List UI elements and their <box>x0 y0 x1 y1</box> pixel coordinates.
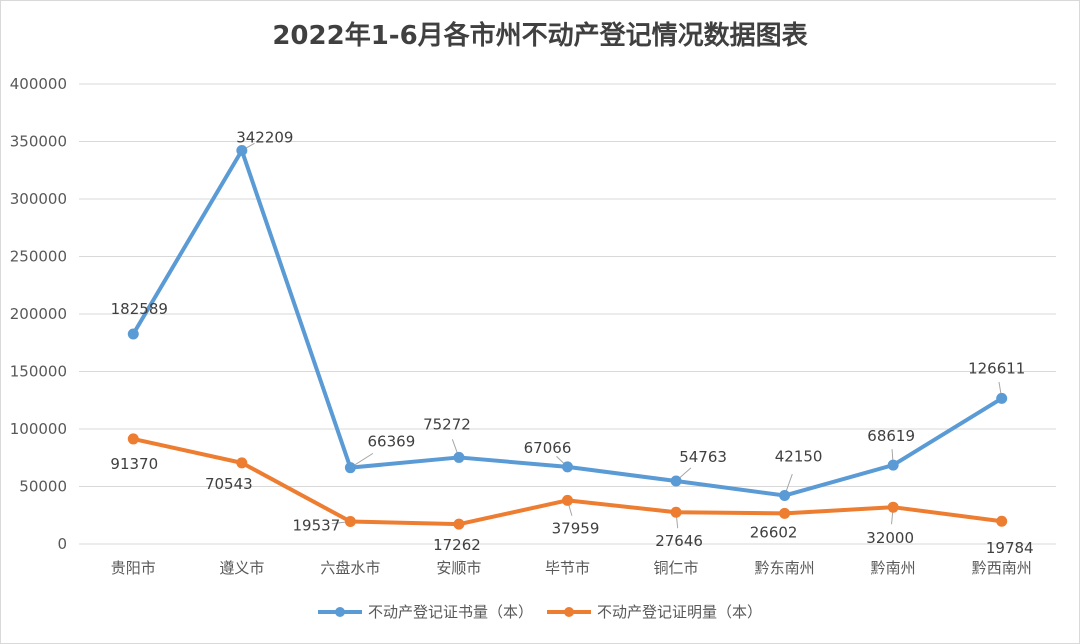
y-tick-label: 0 <box>57 535 67 553</box>
x-tick-label: 贵阳市 <box>111 559 156 577</box>
x-tick-label: 安顺市 <box>436 559 481 577</box>
y-tick-label: 150000 <box>10 363 67 381</box>
data-point <box>670 475 682 487</box>
y-tick-label: 300000 <box>10 190 67 208</box>
x-tick-label: 铜仁市 <box>654 559 699 577</box>
data-point <box>344 462 356 474</box>
data-label: 75272 <box>423 415 471 433</box>
x-tick-label: 毕节市 <box>545 559 590 577</box>
data-label: 42150 <box>775 448 823 466</box>
legend-label: 不动产登记证明量（本） <box>597 603 763 621</box>
data-label: 19784 <box>986 539 1034 557</box>
data-point <box>887 501 899 513</box>
y-tick-label: 350000 <box>10 133 67 151</box>
data-label: 91370 <box>110 455 158 473</box>
x-tick-label: 黔南州 <box>871 559 916 577</box>
data-point <box>779 490 791 502</box>
data-label: 19537 <box>293 517 341 535</box>
data-point <box>670 506 682 518</box>
data-label: 70543 <box>205 475 253 493</box>
data-point <box>127 328 139 340</box>
data-point <box>344 516 356 528</box>
x-tick-label: 黔东南州 <box>755 559 815 577</box>
data-point <box>996 392 1008 404</box>
y-tick-label: 50000 <box>19 478 67 496</box>
legend-marker-orange <box>547 606 591 617</box>
chart-title: 2022年1-6月各市州不动产登记情况数据图表 <box>272 21 808 51</box>
data-label: 66369 <box>368 433 416 451</box>
data-label: 26602 <box>750 523 798 541</box>
data-label: 32000 <box>866 529 914 547</box>
y-tick-label: 100000 <box>10 420 67 438</box>
data-point <box>127 433 139 445</box>
data-point <box>779 507 791 519</box>
x-tick-label: 遵义市 <box>219 559 264 577</box>
y-tick-label: 200000 <box>10 305 67 323</box>
legend-label: 不动产登记证书量（本） <box>367 603 533 621</box>
x-tick-label: 六盘水市 <box>320 559 380 577</box>
legend-item-series-0: 不动产登记证书量（本） <box>317 601 533 622</box>
data-point <box>562 494 573 506</box>
data-point <box>996 515 1008 527</box>
data-point <box>453 451 465 463</box>
data-label: 27646 <box>655 532 703 550</box>
data-label: 126611 <box>968 359 1025 377</box>
data-point <box>562 461 573 473</box>
y-tick-label: 400000 <box>10 75 67 93</box>
data-label: 342209 <box>236 128 293 146</box>
legend-marker-blue <box>317 606 362 617</box>
legend-item-series-1: 不动产登记证明量（本） <box>547 601 762 622</box>
data-label: 182589 <box>111 300 168 318</box>
x-tick-label: 黔西南州 <box>972 559 1032 577</box>
data-label: 68619 <box>867 427 915 445</box>
data-point <box>236 457 248 469</box>
data-label: 17262 <box>433 536 481 554</box>
data-point <box>887 459 899 471</box>
data-label: 67066 <box>524 439 572 457</box>
legend: 不动产登记证书量（本） 不动产登记证明量（本） <box>1 601 1079 622</box>
data-point <box>453 518 465 530</box>
data-label: 54763 <box>679 448 727 466</box>
data-point <box>236 144 248 156</box>
y-tick-label: 250000 <box>10 248 67 266</box>
data-label: 37959 <box>552 519 600 537</box>
